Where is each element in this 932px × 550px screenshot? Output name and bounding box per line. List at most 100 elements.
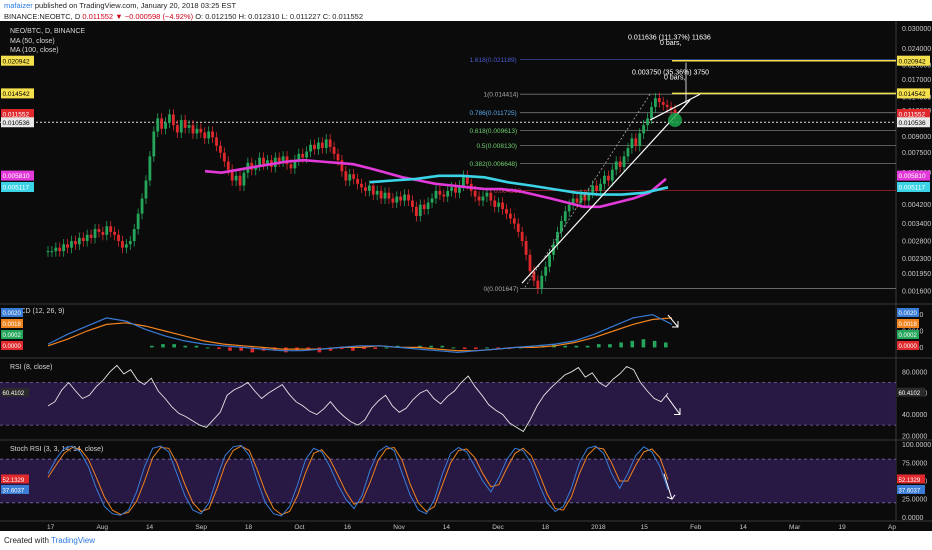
candle-body [238,175,242,186]
stoch-value-label: 37.6037 [899,489,921,495]
candle-body [148,156,152,181]
fib-level-label: 0.786(0.011725) [470,110,517,117]
candle-body [540,275,544,289]
candle-body [375,190,379,195]
rsi-value-label: 60.4102 [899,391,921,397]
last-price: 0.011552 [82,12,114,21]
price-label-right-bg [897,88,930,99]
macd-histogram-bar [194,345,199,348]
candle-body [661,102,665,105]
candle-body [665,104,669,107]
candle-body [352,174,356,179]
macd-value-label: 0.0020 [899,311,918,317]
macd-histogram-bar [440,345,445,348]
candle-body [211,131,214,138]
macd-histogram-bar [596,344,601,348]
candle-body [183,120,187,128]
candle-body [262,157,265,165]
candle-body [622,156,626,167]
footer: Created with TradingView [0,531,932,550]
candle-body [422,204,426,210]
candle-body [575,198,579,203]
macd-histogram-bar [284,347,288,353]
stoch-arrow [663,473,676,500]
legend-entry: MA (100, close) [10,47,59,54]
candle-body [544,266,548,276]
candle-body [132,229,136,242]
trading-chart[interactable]: 0.0300000.0240000.0200000.0170000.014000… [0,21,932,531]
tradingview-link[interactable]: TradingView [51,536,96,545]
time-tick-label: Dec [492,524,504,531]
candle-body [50,251,54,253]
macd-value-bg [897,319,919,328]
price-change: ▼ −0.000598 (−4.92%) [115,12,194,21]
candle-body [434,190,438,199]
price-tick-label: 0.024000 [902,46,931,53]
macd-histogram-bar [630,340,635,348]
candle-body [426,202,430,210]
candle-body [407,194,410,201]
candle-body [430,198,434,203]
candle-body [446,190,450,197]
macd-histogram-bar [619,342,623,348]
macd-histogram-bar [608,344,612,348]
candle-body [356,178,359,184]
ohlc-line: BINANCE:NEOBTC, D 0.011552 ▼ −0.000598 (… [0,11,932,23]
time-tick-label: Aug [96,524,108,531]
macd-histogram-bar [373,347,378,350]
macd-title: MACD (12, 26, 9) [10,308,64,315]
candle-body [442,194,446,197]
stoch-value-label: 37.6037 [3,489,25,495]
candle-body [105,226,109,235]
rsi-value-bg [1,387,29,397]
candle-body [81,237,85,242]
candle-body [563,211,567,222]
candle-body [618,161,622,167]
stoch-value-label: 52.1329 [899,478,921,484]
candle-body [650,106,653,119]
candle-body [199,128,203,133]
ma100-line [369,174,669,196]
candle-body [344,171,348,181]
candle-body [360,183,363,188]
price-tick-label: 0.002800 [902,239,931,246]
candle-body [371,185,375,195]
macd-histogram-bar [485,347,489,349]
stoch-tick-label: 100.0000 [902,442,931,449]
measure-annotation: 0.011636 (111.37%) 11636 [628,35,711,42]
macd-histogram-bar [150,345,154,348]
stoch-value-label: 52.1329 [3,478,25,484]
macd-histogram-bar [217,347,221,350]
measure-annotation: 0 bars, [660,40,681,47]
candle-body [532,271,536,281]
candle-body [481,196,485,201]
price-label-left: 0.005117 [3,185,30,192]
fib-level-label: 0.004913 [494,188,521,195]
candle-body [465,175,469,184]
candle-body [316,142,320,150]
candle-body [320,142,324,149]
candle-body [501,202,504,210]
author-name[interactable]: mafaizer [4,1,33,10]
candle-body [89,234,93,238]
candle-body [219,145,222,153]
open-value: O: 0.012150 [195,12,237,21]
macd-value-label: 0.0018 [3,322,22,328]
time-tick-label: 2018 [591,524,606,531]
macd-histogram-bar [205,347,210,349]
time-tick-label: Oct [294,524,304,531]
macd-signal-line [47,317,673,352]
stoch-value-bg [1,485,29,495]
candle-body [626,148,630,157]
candle-body [66,244,69,248]
price-label-left: 0.011552 [3,112,30,119]
macd-histogram-bar [317,347,322,353]
target-circle [668,113,682,128]
trendline-support [521,99,691,284]
candle-body [258,157,262,166]
rsi-tick-label: 20.0000 [902,433,927,440]
stoch-title: Stoch RSI (3, 3, 14, 14, close) [10,446,103,453]
macd-histogram-bar [351,347,355,351]
candle-body [559,221,563,232]
price-label-left-bg [1,55,34,66]
